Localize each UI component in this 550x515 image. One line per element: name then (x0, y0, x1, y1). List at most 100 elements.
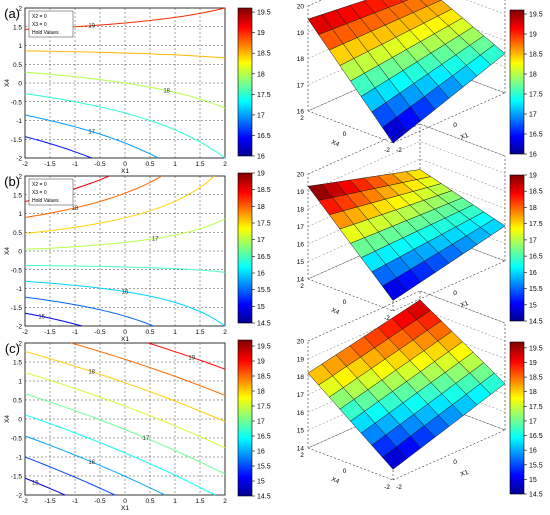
y-tick-label: -1.5 (11, 305, 23, 312)
contour-line (147, 342, 226, 370)
contour-line (24, 296, 154, 327)
contour-line (24, 71, 226, 109)
surface-y-tick-label: -2 (384, 147, 390, 154)
z-tick-label: 16 (297, 242, 305, 249)
y-tick-label: 0.5 (13, 62, 22, 69)
contour-line (24, 114, 159, 159)
x-tick-label: -1 (72, 161, 78, 168)
surface-patch (479, 218, 506, 236)
z-tick-label: 20 (297, 172, 305, 179)
contour-colorbar (237, 7, 253, 157)
contour-colorbar-tick-label: 17.5 (257, 221, 271, 228)
z-tick-label: 16 (297, 109, 305, 116)
surface-y-tick-label: 0 (343, 468, 347, 475)
y-tick-label: 1 (18, 43, 22, 50)
z-tick-label: 17 (297, 82, 305, 89)
contour-line (24, 350, 226, 423)
surface-colorbar-tick-label: 19.5 (529, 12, 543, 19)
surface-colorbar-tick-label: 19 (529, 360, 537, 367)
legend-entry: Hold Values (32, 198, 59, 204)
y-tick-label: 0 (18, 249, 22, 256)
surface-colorbar-tick-label: 15 (529, 302, 537, 309)
y-tick-label: -1 (16, 118, 22, 125)
surface-colorbar-tick-label: 16 (529, 152, 537, 159)
contour-legend: X2 = 0 X3 = 0 Hold Values (28, 10, 74, 38)
surface-colorbar-tick-label: 19.5 (529, 345, 543, 352)
contour-level-label: 18 (88, 370, 95, 376)
surface-colorbar (509, 9, 525, 155)
contour-colorbar-tick-label: 18.5 (257, 187, 271, 194)
surface-colorbar-tick-label: 16.5 (529, 132, 543, 139)
surface-y-tick-label: 2 (300, 283, 304, 290)
surface-colorbar-tick-label: 17 (529, 237, 537, 244)
surface-colorbar-tick-label: 15 (529, 477, 537, 484)
x-tick-label: 1 (173, 161, 177, 168)
z-tick-label: 15 (297, 428, 305, 435)
x-tick-label: 0 (123, 161, 127, 168)
surface-colorbar-tick-label: 18.5 (529, 375, 543, 382)
surface-x-tick-label: 0 (453, 290, 457, 297)
contour-colorbar-tick-label: 17.5 (257, 404, 271, 411)
z-tick-label: 18 (297, 207, 305, 214)
z-tick-label: 18 (297, 374, 305, 381)
surface-x-axis-label: X1 (460, 132, 470, 141)
surface-colorbar-tick-label: 15.5 (529, 286, 543, 293)
x-tick-label: -0.5 (94, 329, 106, 336)
z-tick-label: 16 (297, 410, 305, 417)
contour-line (24, 393, 226, 475)
contour-panel-1: -2 -1.5 -1 -0.5 0 0.5 1 1.5 2 -2 -1.5 -1 -0.5 0 0.5 1 1.… (4, 171, 271, 344)
y-tick-label: -1 (16, 455, 22, 462)
contour-line (24, 456, 116, 496)
x-tick-label: 1.5 (195, 329, 204, 336)
contour-colorbar-tick-label: 17 (257, 237, 265, 244)
contour-level-label: 19 (88, 24, 95, 30)
surface-z-grid (307, 308, 506, 360)
x-axis-label: X1 (121, 505, 129, 512)
contour-line (24, 50, 226, 59)
contour-level-label: 17 (152, 237, 159, 243)
surface-colorbar-tick-label: 18.5 (529, 52, 543, 59)
z-tick-label: 20 (297, 339, 305, 346)
y-tick-label: 1 (18, 379, 22, 386)
x-tick-label: 1.5 (195, 498, 204, 505)
z-tick-label: 19 (297, 189, 305, 196)
x-tick-label: 2 (223, 498, 227, 505)
contour-line (24, 264, 226, 273)
x-tick-label: 0.5 (145, 161, 154, 168)
x-tick-label: 2 (223, 161, 227, 168)
x-tick-label: -1 (72, 329, 78, 336)
surface-colorbar-tick-label: 18 (529, 205, 537, 212)
z-tick-label: 20 (297, 4, 305, 11)
surface-panel-1: 14151617181920-202-202X1X414.51515.51616… (297, 123, 543, 326)
x-tick-label: -2 (22, 161, 28, 168)
contour-colorbar-tick-label: 19.5 (257, 10, 271, 17)
contour-colorbar-tick-label: 14.5 (257, 494, 271, 501)
y-tick-label: -0.5 (11, 99, 23, 106)
surface-z-grid (307, 228, 506, 280)
legend-box (28, 10, 74, 38)
x-tick-label: 0.5 (145, 498, 154, 505)
x-tick-label: -2 (22, 329, 28, 336)
surface-y-tick-label: -2 (384, 315, 390, 322)
surface-x-tick-label: -2 (396, 147, 402, 154)
surface-panel-2: 14151617181920-202-202X1X414.51515.51616… (297, 290, 543, 499)
x-tick-label: 2 (223, 329, 227, 336)
surface-patch (480, 372, 506, 395)
x-tick-label: 0 (123, 498, 127, 505)
y-tick-label: 0 (18, 417, 22, 424)
contour-level-label: 18 (163, 89, 170, 95)
contour-line (24, 312, 83, 327)
x-tick-label: 0.5 (145, 329, 154, 336)
surface-x-tick-label: -2 (396, 484, 402, 491)
contour-colorbar-tick-label: 14.5 (257, 321, 271, 328)
contour-colorbar-tick-label: 15 (257, 304, 265, 311)
surface-y-tick-label: -2 (384, 484, 390, 491)
surface-colorbar-tick-label: 14.5 (529, 492, 543, 499)
contour-colorbar-tick-label: 16.5 (257, 133, 271, 140)
z-tick-label: 18 (297, 56, 305, 63)
y-tick-label: -1.5 (11, 137, 23, 144)
y-tick-label: -1.5 (11, 474, 23, 481)
contour-legend: X2 = 0 X3 = 0 Hold Values (28, 178, 74, 206)
surface-x-tick-label: 0 (453, 459, 457, 466)
surface-colorbar-tick-label: 18 (529, 72, 537, 79)
